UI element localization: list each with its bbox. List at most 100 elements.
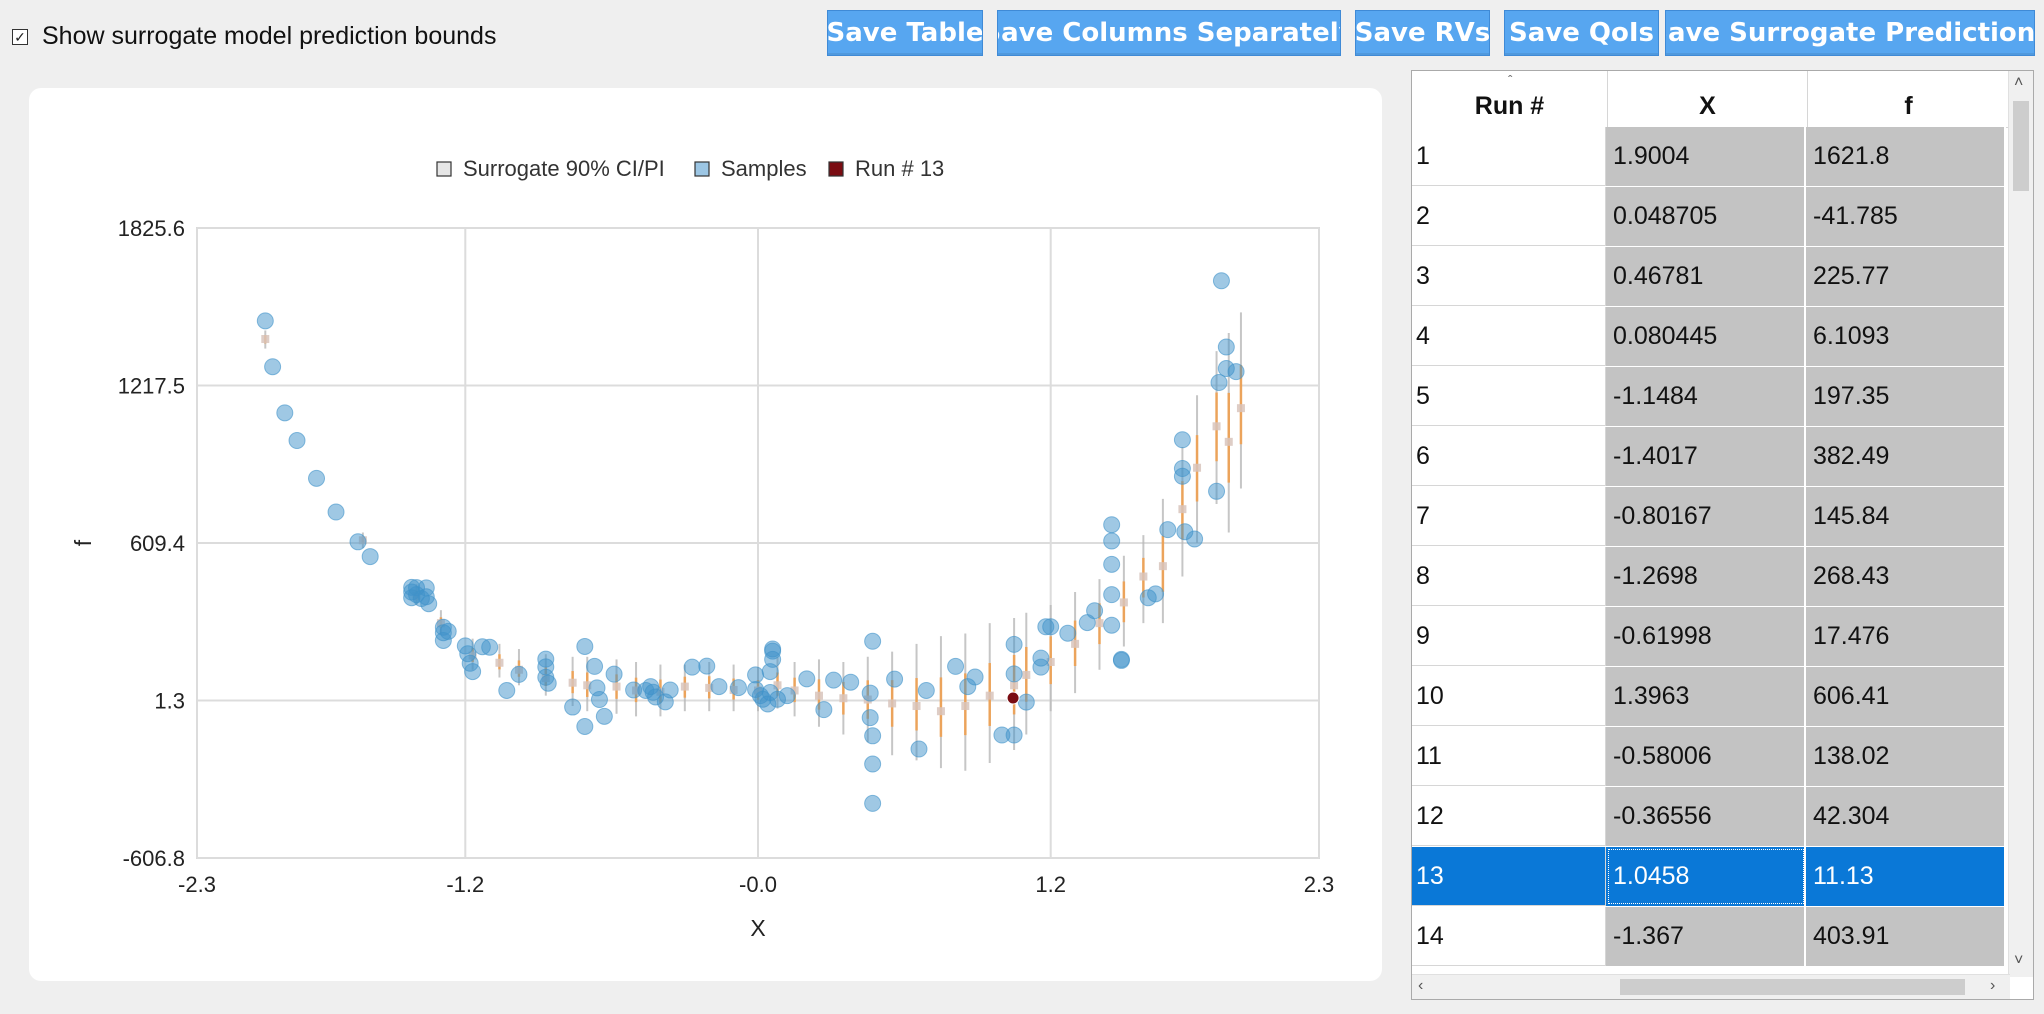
show-bounds-checkbox[interactable]: ✓ <box>12 28 28 45</box>
table-row[interactable]: 9 -0.61998 17.476 <box>1412 607 2009 667</box>
show-bounds-toggle[interactable]: ✓ Show surrogate model prediction bounds <box>12 22 496 51</box>
sample-point[interactable] <box>1212 272 1230 290</box>
cell-run[interactable]: 2 <box>1412 187 1606 246</box>
column-header-f[interactable]: f <box>1904 92 1913 120</box>
cell-f[interactable]: 403.91 <box>1806 907 2006 966</box>
cell-run[interactable]: 6 <box>1412 427 1606 486</box>
cell-x[interactable]: 0.048705 <box>1606 187 1806 246</box>
cell-x[interactable]: -1.2698 <box>1606 547 1806 606</box>
cell-run[interactable]: 8 <box>1412 547 1606 606</box>
sample-point[interactable] <box>825 671 843 689</box>
scroll-left-icon[interactable]: ‹ <box>1418 977 1424 994</box>
cell-f[interactable]: 268.43 <box>1806 547 2006 606</box>
highlighted-run-point[interactable] <box>1006 691 1020 705</box>
sample-point[interactable] <box>864 755 882 773</box>
sample-point[interactable] <box>439 622 457 640</box>
table-row[interactable]: 6 -1.4017 382.49 <box>1412 427 2009 487</box>
sample-point[interactable] <box>576 637 594 655</box>
sample-point[interactable] <box>590 691 608 709</box>
cell-x[interactable]: 1.0458 <box>1606 847 1806 906</box>
sample-point[interactable] <box>1173 467 1191 485</box>
save-rvs-button[interactable]: Save RVs <box>1355 10 1490 56</box>
scatter-chart[interactable]: -2.3 -1.2 -0.0 1.2 2.3 -606.8 1.3 609.4 1217.5 18… <box>29 88 1382 981</box>
cell-f[interactable]: 382.49 <box>1806 427 2006 486</box>
table-row[interactable]: 10 1.3963 606.41 <box>1412 667 2009 727</box>
cell-f[interactable]: 225.77 <box>1806 247 2006 306</box>
sample-point[interactable] <box>1103 586 1121 604</box>
save-qois-button[interactable]: Save QoIs <box>1504 10 1659 56</box>
save-columns-separately-button[interactable]: Save Columns Separately <box>997 10 1341 56</box>
sample-point[interactable] <box>1103 616 1121 634</box>
cell-f[interactable]: 42.304 <box>1806 787 2006 846</box>
cell-x[interactable]: 1.9004 <box>1606 127 1806 186</box>
sample-point[interactable] <box>798 670 816 688</box>
cell-f[interactable]: 17.476 <box>1806 607 2006 666</box>
cell-run[interactable]: 9 <box>1412 607 1606 666</box>
sample-point[interactable] <box>661 681 679 699</box>
cell-x[interactable]: -0.58006 <box>1606 727 1806 786</box>
cell-f[interactable]: 606.41 <box>1806 667 2006 726</box>
sample-point[interactable] <box>1059 624 1077 642</box>
sample-point[interactable] <box>747 666 765 684</box>
cell-x[interactable]: 1.3963 <box>1606 667 1806 726</box>
cell-x[interactable]: -1.1484 <box>1606 367 1806 426</box>
sample-point[interactable] <box>1159 521 1177 539</box>
sample-point[interactable] <box>327 503 345 521</box>
sample-point[interactable] <box>1103 532 1121 550</box>
sample-point[interactable] <box>1227 363 1245 381</box>
sample-point[interactable] <box>1042 618 1060 636</box>
sample-point[interactable] <box>1186 530 1204 548</box>
sample-point[interactable] <box>288 432 306 450</box>
table-row[interactable]: 8 -1.2698 268.43 <box>1412 547 2009 607</box>
sample-point[interactable] <box>1005 665 1023 683</box>
table-row[interactable]: 2 0.048705 -41.785 <box>1412 187 2009 247</box>
sample-point[interactable] <box>1103 516 1121 534</box>
sample-point[interactable] <box>1173 431 1191 449</box>
sample-point[interactable] <box>764 640 782 658</box>
cell-x[interactable]: -0.36556 <box>1606 787 1806 846</box>
sample-point[interactable] <box>1032 649 1050 667</box>
sample-point[interactable] <box>595 707 613 725</box>
cell-f[interactable]: 138.02 <box>1806 727 2006 786</box>
horizontal-scroll-thumb[interactable] <box>1620 979 1965 995</box>
sample-point[interactable] <box>910 740 928 758</box>
vertical-scroll-thumb[interactable] <box>2013 101 2029 191</box>
sample-point[interactable] <box>1112 650 1130 668</box>
sample-point[interactable] <box>1208 482 1226 500</box>
cell-x[interactable]: -1.367 <box>1606 907 1806 966</box>
sample-point[interactable] <box>481 638 499 656</box>
sample-point[interactable] <box>420 595 438 613</box>
sample-point[interactable] <box>256 312 274 330</box>
cell-f[interactable]: 197.35 <box>1806 367 2006 426</box>
cell-run[interactable]: 7 <box>1412 487 1606 546</box>
save-table-button[interactable]: Save Table <box>827 10 983 56</box>
sample-point[interactable] <box>564 698 582 716</box>
sample-point[interactable] <box>1086 602 1104 620</box>
sample-point[interactable] <box>1005 635 1023 653</box>
cell-f[interactable]: 1621.8 <box>1806 127 2006 186</box>
sample-point[interactable] <box>498 681 516 699</box>
scroll-down-icon[interactable]: ˅ <box>2014 952 2024 969</box>
sample-point[interactable] <box>308 469 326 487</box>
cell-run[interactable]: 12 <box>1412 787 1606 846</box>
data-table[interactable]: Run # ˆ X f 1 1.9004 1621.8 2 0.048705 -41.78… <box>1411 70 2034 1000</box>
sample-point[interactable] <box>586 657 604 675</box>
cell-x[interactable]: -0.80167 <box>1606 487 1806 546</box>
cell-f[interactable]: -41.785 <box>1806 187 2006 246</box>
sample-point[interactable] <box>683 658 701 676</box>
sample-point[interactable] <box>947 657 965 675</box>
sample-point[interactable] <box>861 684 879 702</box>
sample-point[interactable] <box>1017 693 1035 711</box>
sample-point[interactable] <box>464 663 482 681</box>
scroll-up-icon[interactable]: ˄ <box>2014 74 2024 91</box>
cell-f[interactable]: 11.13 <box>1806 847 2006 906</box>
table-row[interactable]: 13 1.0458 11.13 <box>1412 847 2009 907</box>
cell-run[interactable]: 11 <box>1412 727 1606 786</box>
table-row[interactable]: 11 -0.58006 138.02 <box>1412 727 2009 787</box>
save-surrogate-predictions-button[interactable]: Save Surrogate Predictions <box>1665 10 2035 56</box>
cell-x[interactable]: -0.61998 <box>1606 607 1806 666</box>
sample-point[interactable] <box>842 673 860 691</box>
sample-point[interactable] <box>778 687 796 705</box>
cell-run[interactable]: 5 <box>1412 367 1606 426</box>
table-row[interactable]: 12 -0.36556 42.304 <box>1412 787 2009 847</box>
